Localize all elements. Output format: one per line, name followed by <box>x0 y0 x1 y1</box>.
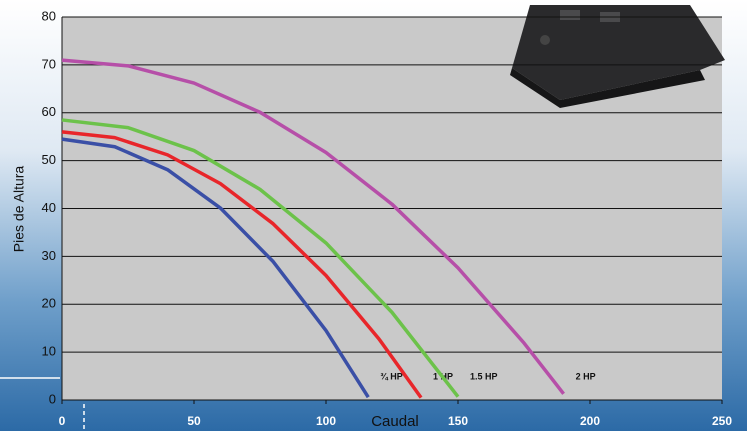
x-tick-label: 0 <box>59 414 66 428</box>
y-tick-label: 80 <box>42 8 56 23</box>
curve <box>61 137 370 399</box>
x-tick-label: 200 <box>580 414 600 428</box>
x-tick-label: 50 <box>187 414 201 428</box>
curve <box>61 58 565 395</box>
x-tick-label: 100 <box>316 414 336 428</box>
y-tick-label: 20 <box>42 296 56 311</box>
curve-label: 1.5 HP <box>470 371 498 381</box>
y-tick-label: 60 <box>42 104 56 119</box>
curve <box>61 130 423 399</box>
y-tick-label: 10 <box>42 344 56 359</box>
y-tick-label: 70 <box>42 56 56 71</box>
curve-label: ¾ HP <box>380 371 403 381</box>
curve-label: 2 HP <box>576 371 596 381</box>
curve <box>61 118 460 398</box>
y-axis-label: Pies de Altura <box>11 166 27 253</box>
y-tick-label: 0 <box>49 391 56 406</box>
x-tick-label: 250 <box>712 414 732 428</box>
x-axis-label: Caudal <box>371 413 419 430</box>
y-tick-label: 40 <box>42 200 56 215</box>
y-tick-label: 50 <box>42 152 56 167</box>
y-tick-label: 30 <box>42 248 56 263</box>
x-tick-label: 150 <box>448 414 468 428</box>
